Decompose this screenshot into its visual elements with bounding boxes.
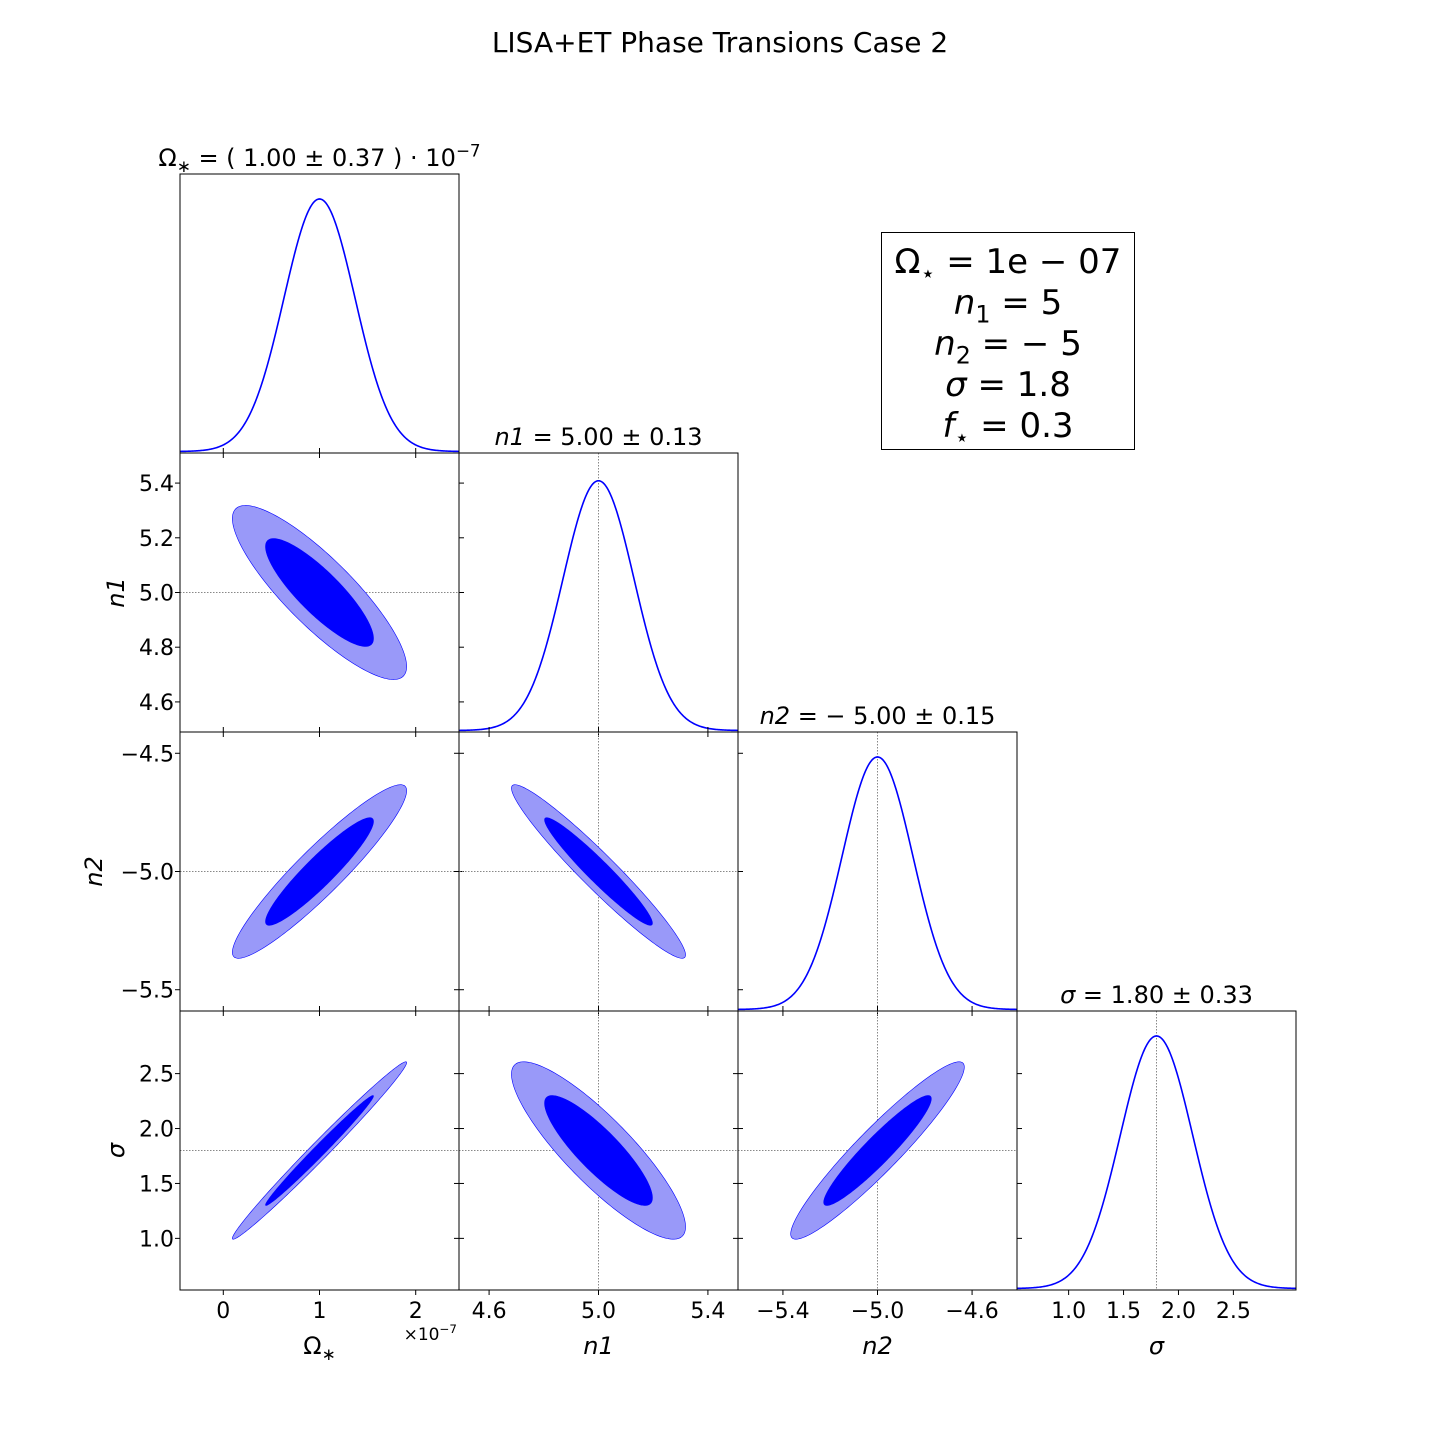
posterior-1d-n1 bbox=[459, 479, 738, 732]
panel-frame bbox=[1016, 1010, 1297, 1291]
y-tick-label: −4.5 bbox=[121, 742, 174, 767]
title-sigma: σ = 1.80 ± 0.33 bbox=[1060, 981, 1253, 1009]
panel-n2-vs-omega bbox=[175, 727, 464, 1016]
x-tick-label: 5.0 bbox=[581, 1299, 616, 1324]
legend-line-0: Ω⋆ = 1e − 07 bbox=[895, 242, 1122, 288]
x-tick-label: 2.0 bbox=[1161, 1299, 1196, 1324]
y-tick-label: 5.2 bbox=[139, 527, 174, 552]
y-tick-label: −5.0 bbox=[121, 861, 174, 886]
x-tick-label: 1 bbox=[313, 1299, 327, 1324]
legend-line-3: σ = 1.8 bbox=[945, 365, 1071, 405]
title-n2: n2 = − 5.00 ± 0.15 bbox=[760, 702, 996, 730]
legend-line-4: f⋆ = 0.3 bbox=[942, 406, 1073, 452]
title-n1: n1 = 5.00 ± 0.13 bbox=[494, 423, 702, 451]
x-tick-label: −5.0 bbox=[851, 1299, 904, 1324]
panel-sigma-vs-omega bbox=[175, 1006, 464, 1295]
y-axis-label-n1: n1 bbox=[102, 577, 130, 607]
contour-68 bbox=[823, 1095, 932, 1206]
panel-sigma-vs-n1 bbox=[454, 1006, 743, 1295]
contour-68 bbox=[265, 1095, 374, 1206]
panel-sigma-vs-sigma: σ = 1.80 ± 0.33 bbox=[1016, 981, 1297, 1295]
legend-line-1: n1 = 5 bbox=[954, 283, 1062, 329]
posterior-1d-sigma bbox=[1017, 1035, 1296, 1290]
y-tick-label: −5.5 bbox=[121, 979, 174, 1004]
panel-n2-vs-n1 bbox=[454, 727, 743, 1016]
contour-68 bbox=[265, 817, 374, 926]
panel-sigma-vs-n2 bbox=[733, 1006, 1022, 1295]
panel-n1-vs-omega bbox=[175, 448, 464, 737]
title-omega: Ω∗ = ( 1.00 ± 0.37 ) · 10−7 bbox=[158, 140, 480, 176]
corner-panels: Ω∗ = ( 1.00 ± 0.37 ) · 10−7 n1 = 5.00 ± 0… bbox=[80, 140, 1297, 1364]
legend-line-2: n2 = − 5 bbox=[934, 324, 1082, 370]
y-tick-label: 2.0 bbox=[139, 1118, 174, 1143]
x-tick-label: 1.0 bbox=[1051, 1299, 1086, 1324]
x-tick-label: 4.6 bbox=[472, 1299, 507, 1324]
contour-68 bbox=[265, 538, 374, 647]
y-tick-label: 1.5 bbox=[139, 1172, 174, 1197]
posterior-1d-n2 bbox=[738, 756, 1017, 1011]
y-tick-label: 5.4 bbox=[139, 472, 174, 497]
figure-title: LISA+ET Phase Transions Case 2 bbox=[492, 26, 948, 59]
x-tick-label: 0 bbox=[216, 1299, 230, 1324]
x-tick-label: 5.4 bbox=[690, 1299, 725, 1324]
panel-frame bbox=[179, 173, 460, 454]
panel-n2-vs-n2: n2 = − 5.00 ± 0.15 bbox=[737, 702, 1018, 1016]
posterior-1d-omega bbox=[180, 198, 459, 453]
y-tick-label: 4.6 bbox=[139, 691, 174, 716]
x-axis-label-n1: n1 bbox=[583, 1332, 613, 1360]
x-tick-label: −4.6 bbox=[945, 1299, 998, 1324]
panel-n1-vs-n1: n1 = 5.00 ± 0.13 bbox=[458, 423, 739, 737]
y-tick-label: 5.0 bbox=[139, 582, 174, 607]
x-tick-label: 2.5 bbox=[1216, 1299, 1251, 1324]
panel-omega-vs-omega: Ω∗ = ( 1.00 ± 0.37 ) · 10−7 bbox=[158, 140, 481, 458]
x-axis-label-n2: n2 bbox=[862, 1332, 892, 1360]
x-tick-label: 1.5 bbox=[1106, 1299, 1141, 1324]
x-offset-label: ×10−7 bbox=[404, 1322, 457, 1345]
y-tick-label: 4.8 bbox=[139, 636, 174, 661]
y-tick-label: 1.0 bbox=[139, 1227, 174, 1252]
x-tick-label: 2 bbox=[409, 1299, 423, 1324]
x-axis-label-sigma: σ bbox=[1149, 1332, 1165, 1360]
y-axis-label-sigma: σ bbox=[102, 1142, 130, 1158]
legend-frame bbox=[881, 232, 1135, 450]
x-axis-label-omega: Ω∗ bbox=[303, 1332, 335, 1364]
y-tick-label: 2.5 bbox=[139, 1063, 174, 1088]
x-tick-label: −5.4 bbox=[756, 1299, 809, 1324]
contour-68 bbox=[544, 1095, 653, 1206]
y-axis-label-n2: n2 bbox=[80, 856, 108, 886]
contour-68 bbox=[544, 817, 653, 926]
